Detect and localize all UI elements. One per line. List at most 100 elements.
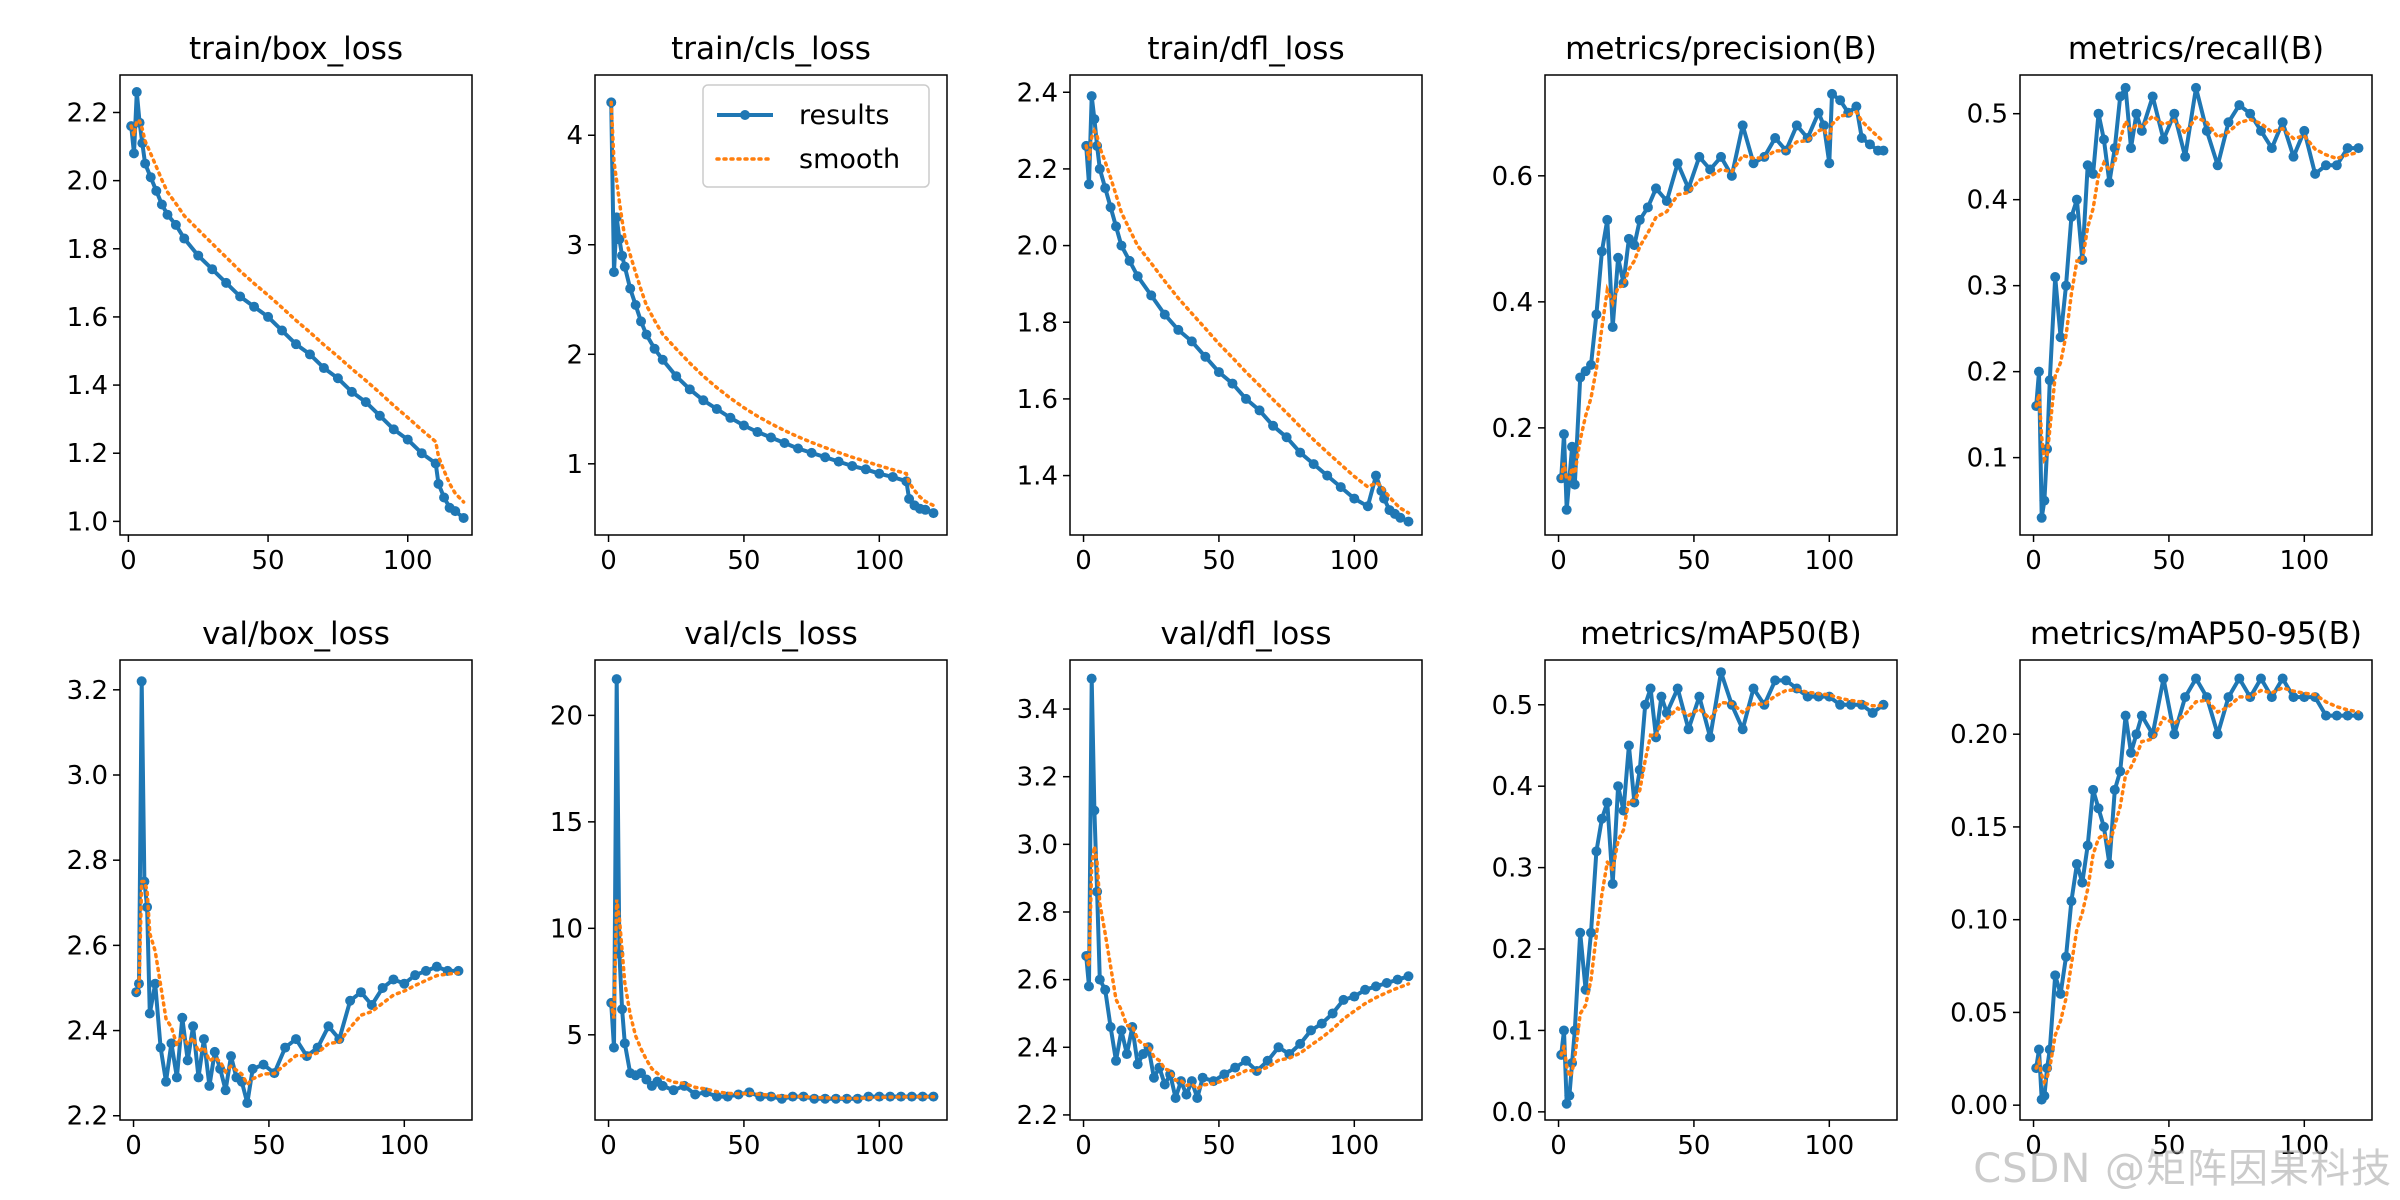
results-point	[360, 397, 371, 408]
results-point	[1308, 459, 1319, 470]
x-tick-label: 50	[2152, 546, 2185, 576]
results-point	[2039, 495, 2050, 506]
subplot-metrics-precision-b-: metrics/precision(B) 0 50 100 0.2 0.4 0.6	[1492, 31, 1898, 576]
x-tick-label: 50	[727, 1131, 760, 1161]
y-tick-label: 1.8	[1017, 308, 1058, 338]
results-point	[323, 1021, 334, 1032]
results-point	[2061, 280, 2072, 291]
results-point	[766, 432, 776, 443]
results-point	[1561, 504, 1572, 515]
results-point	[374, 410, 385, 421]
results-point	[617, 1004, 628, 1015]
results-point	[1173, 324, 1184, 335]
results-point	[1623, 740, 1634, 751]
results-point	[887, 471, 898, 482]
results-point	[161, 1076, 172, 1087]
results-point	[1241, 1055, 1251, 1066]
legend-smooth-label: smooth	[799, 144, 900, 175]
y-tick-label: 2.6	[1017, 966, 1058, 996]
y-tick-label: 0.1	[1967, 444, 2008, 474]
results-point	[355, 987, 366, 998]
results-point	[1111, 1055, 1122, 1066]
results-point	[928, 508, 939, 519]
y-tick-label: 0.0	[1492, 1098, 1533, 1128]
results-point	[657, 354, 668, 365]
results-point	[2050, 970, 2061, 981]
results-point	[2033, 366, 2044, 377]
x-tick-label: 100	[2279, 546, 2329, 576]
results-point	[1813, 107, 1824, 118]
results-point	[291, 1034, 301, 1045]
results-point	[1186, 336, 1197, 347]
y-tick-label: 5	[566, 1021, 583, 1051]
results-point	[1273, 1042, 1284, 1053]
y-tick-label: 2.2	[67, 98, 108, 128]
y-tick-label: 3.2	[1017, 763, 1058, 793]
axes-frame	[119, 74, 473, 536]
results-point	[1349, 991, 1360, 1002]
results-point	[917, 1091, 928, 1102]
results-point	[2255, 673, 2266, 684]
results-point	[332, 373, 343, 384]
results-point	[874, 468, 885, 479]
y-tick-label: 2.0	[67, 167, 108, 197]
results-point	[1867, 707, 1878, 718]
results-point	[1672, 158, 1683, 169]
results-point	[1683, 724, 1694, 735]
results-point	[1360, 984, 1371, 995]
results-point	[617, 250, 628, 261]
results-point	[1197, 1072, 1208, 1083]
results-point	[1613, 252, 1624, 263]
results-point	[1241, 393, 1251, 404]
results-point	[2169, 729, 2180, 740]
y-tick-label: 2.0	[1017, 232, 1058, 262]
results-point	[2115, 766, 2126, 777]
smooth-line	[134, 879, 461, 1088]
y-tick-label: 0.4	[1967, 186, 2008, 216]
results-point	[377, 982, 388, 993]
results-point	[1295, 1038, 1306, 1049]
results-point	[263, 311, 274, 322]
x-tick-label: 50	[1202, 546, 1235, 576]
results-point	[2266, 143, 2277, 154]
results-point	[221, 277, 232, 288]
results-point	[2180, 692, 2191, 703]
y-tick-label: 1.6	[1017, 385, 1058, 415]
subplot-title: metrics/recall(B)	[2068, 31, 2324, 67]
results-point	[179, 233, 190, 244]
results-point	[128, 148, 139, 159]
results-point	[1856, 133, 1867, 144]
results-point	[2223, 117, 2234, 128]
results-point	[155, 1042, 166, 1053]
results-point	[1192, 1093, 1203, 1104]
x-tick-label: 0	[2025, 546, 2042, 576]
y-tick-label: 2.2	[1017, 1101, 1058, 1131]
axes-frame	[594, 659, 948, 1121]
results-point	[2353, 710, 2364, 721]
results-point	[151, 185, 162, 196]
y-tick-label: 0.1	[1492, 1016, 1533, 1046]
results-point	[668, 1085, 679, 1096]
results-line	[609, 677, 934, 1101]
results-point	[630, 300, 641, 310]
results-point	[402, 434, 413, 445]
x-tick-label: 50	[727, 546, 760, 576]
results-point	[2055, 988, 2066, 999]
x-tick-label: 0	[2025, 1131, 2042, 1161]
results-point	[1586, 359, 1597, 370]
results-point	[1748, 683, 1759, 694]
results-point	[220, 1085, 231, 1096]
results-point	[1181, 1089, 1192, 1100]
axes-frame	[1544, 74, 1898, 536]
results-point	[625, 283, 636, 294]
axes-frame	[594, 74, 948, 536]
x-tick-label: 50	[2152, 1131, 2185, 1161]
results-point	[198, 1034, 209, 1045]
results-point	[2126, 143, 2137, 154]
results-point	[1083, 981, 1094, 992]
y-tick-label: 2.6	[67, 931, 108, 961]
results-point	[182, 1055, 193, 1066]
results-point	[820, 452, 831, 463]
results-point	[1640, 699, 1651, 710]
smooth-line	[1084, 126, 1411, 515]
